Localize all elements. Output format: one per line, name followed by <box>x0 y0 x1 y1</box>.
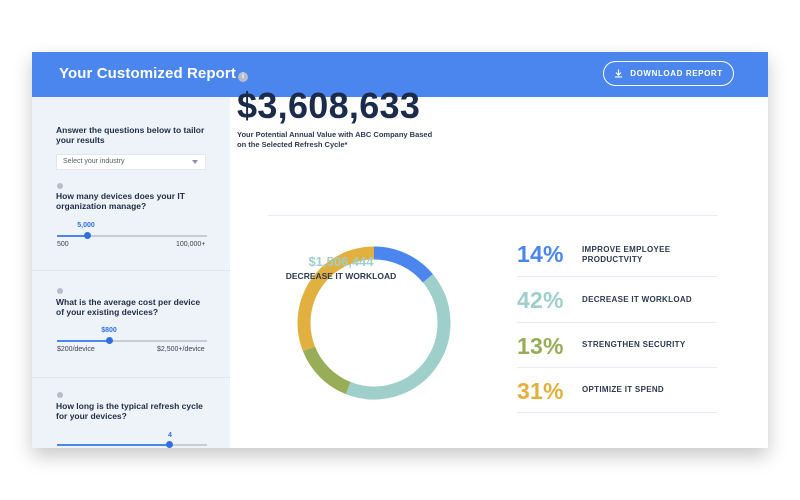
refresh-slider-fill <box>57 444 170 446</box>
row-divider <box>517 367 717 368</box>
cost-slider-max: $2,500+/device <box>157 346 205 353</box>
donut-center-label: DECREASE IT WORKLOAD <box>285 271 397 281</box>
sidebar-divider <box>32 377 230 378</box>
improve-productivity-pct: 14% <box>517 241 564 267</box>
info-icon[interactable]: i <box>238 72 248 82</box>
optimize-spend-pct: 31% <box>517 378 564 404</box>
donut-segment-1 <box>345 274 451 400</box>
donut-segment-0 <box>373 246 433 283</box>
sidebar-divider <box>32 270 230 271</box>
industry-select-value: Select your industry <box>63 158 125 165</box>
download-report-button[interactable]: DOWNLOAD REPORT <box>603 61 734 86</box>
value-donut-chart <box>297 246 451 400</box>
report-header: Your Customized Report DOWNLOAD REPORT <box>32 52 768 97</box>
info-icon <box>57 392 63 398</box>
cost-slider[interactable] <box>57 337 207 344</box>
total-subtitle: Your Potential Annual Value with ABC Com… <box>237 130 433 149</box>
industry-select[interactable]: Select your industry <box>56 154 206 170</box>
chevron-down-icon <box>192 160 198 164</box>
question-cost: What is the average cost per device of y… <box>56 297 201 317</box>
row-divider <box>517 276 717 277</box>
improve-productivity-label: IMPROVE EMPLOYEE PRODUCTVITY <box>582 245 671 264</box>
optimize-spend-label: OPTIMIZE IT SPEND <box>582 385 664 394</box>
row-divider <box>517 322 717 323</box>
download-icon <box>614 69 623 78</box>
devices-slider-min: 500 <box>57 241 69 248</box>
devices-slider[interactable] <box>57 232 207 239</box>
download-report-label: DOWNLOAD REPORT <box>630 69 723 78</box>
cost-slider-fill <box>57 340 110 342</box>
section-divider <box>268 215 718 216</box>
refresh-slider[interactable] <box>57 441 207 448</box>
info-icon <box>57 183 63 189</box>
donut-segment-2 <box>302 346 351 395</box>
donut-segment-3 <box>297 246 375 352</box>
total-annual-value: $3,608,633 <box>237 85 421 126</box>
strengthen-security-pct: 13% <box>517 333 564 359</box>
refresh-slider-thumb[interactable] <box>166 441 173 448</box>
devices-slider-max: 100,000+ <box>176 241 206 248</box>
page-title: Your Customized Report <box>59 65 236 82</box>
cost-slider-value: $800 <box>101 327 117 334</box>
info-icon <box>57 288 63 294</box>
refresh-slider-value: 4 <box>168 432 172 439</box>
decrease-workload-pct: 42% <box>517 287 564 313</box>
question-refresh: How long is the typical refresh cycle fo… <box>56 401 203 421</box>
decrease-workload-label: DECREASE IT WORKLOAD <box>582 295 692 304</box>
strengthen-security-label: STRENGTHEN SECURITY <box>582 340 686 349</box>
devices-slider-thumb[interactable] <box>83 232 91 239</box>
devices-slider-value: 5,000 <box>77 222 95 229</box>
cost-slider-thumb[interactable] <box>106 337 113 344</box>
devices-slider-fill <box>57 235 87 237</box>
question-devices: How many devices does your IT organizati… <box>56 191 185 211</box>
sidebar-intro: Answer the questions below to tailor you… <box>56 125 205 145</box>
donut-center-value: $1,506,444 <box>308 254 374 269</box>
row-divider <box>517 412 717 413</box>
cost-slider-min: $200/device <box>57 346 95 353</box>
